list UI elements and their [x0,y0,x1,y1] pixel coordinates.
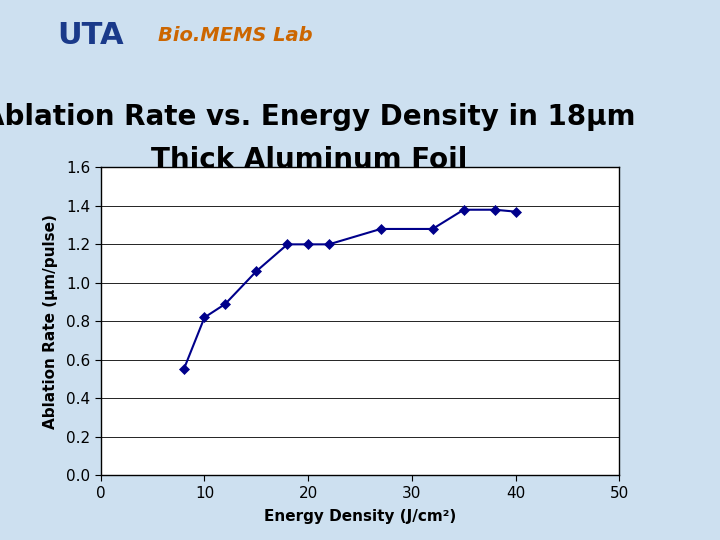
Text: UTA: UTA [58,21,125,50]
Text: Thick Aluminum Foil: Thick Aluminum Foil [151,146,468,174]
Text: Bio.MEMS Lab: Bio.MEMS Lab [158,25,313,45]
Y-axis label: Ablation Rate (μm/pulse): Ablation Rate (μm/pulse) [42,214,58,429]
Text: Ablation Rate vs. Energy Density in 18μm: Ablation Rate vs. Energy Density in 18μm [0,103,636,131]
X-axis label: Energy Density (J/cm²): Energy Density (J/cm²) [264,509,456,524]
